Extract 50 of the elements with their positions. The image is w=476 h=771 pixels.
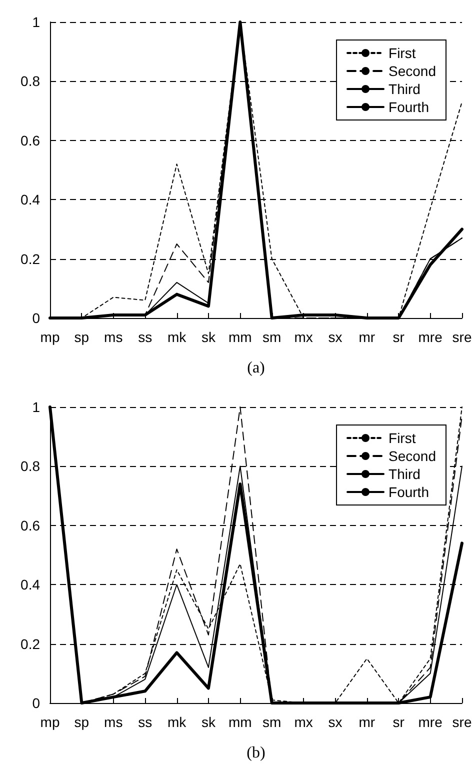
legend-label: First xyxy=(388,430,416,446)
x-tick-label: mp xyxy=(40,329,60,345)
x-tick-label: sx xyxy=(328,329,342,345)
legend-label: Second xyxy=(388,448,436,464)
x-tick-label: ss xyxy=(138,714,152,730)
x-tick-label: sk xyxy=(201,329,216,345)
legend-label: Fourth xyxy=(388,484,429,500)
legend-label: Third xyxy=(388,81,420,97)
legend-label: First xyxy=(388,45,416,61)
x-tick-label: sre xyxy=(452,714,472,730)
x-tick-label: mr xyxy=(358,329,376,345)
x-tick-label: sk xyxy=(201,714,216,730)
x-tick-label: sp xyxy=(74,329,90,345)
x-tick-label: ms xyxy=(104,329,123,345)
x-tick-label: ms xyxy=(104,714,123,730)
x-tick-label: mp xyxy=(40,714,60,730)
y-tick-label: 0.6 xyxy=(20,132,40,148)
x-axis-title: (a) xyxy=(247,360,265,376)
x-tick-label: mre xyxy=(418,329,443,345)
y-tick-label: 0 xyxy=(32,695,40,711)
x-tick-label: mm xyxy=(228,329,252,345)
y-tick-label: 0.4 xyxy=(20,576,40,593)
x-tick-label: sp xyxy=(74,714,90,730)
x-tick-label: sr xyxy=(392,329,405,345)
x-tick-label: sx xyxy=(328,714,342,730)
x-tick-label: sr xyxy=(392,714,405,730)
x-tick-label: mk xyxy=(167,714,188,730)
x-tick-label: ss xyxy=(138,329,152,345)
y-tick-label: 0 xyxy=(32,310,40,326)
x-tick-label: sm xyxy=(262,329,282,345)
y-tick-label: 0.2 xyxy=(20,636,40,652)
x-tick-label: sm xyxy=(262,714,282,730)
x-tick-label: mr xyxy=(358,714,376,730)
legend-label: Fourth xyxy=(388,99,429,115)
x-tick-label: sre xyxy=(452,329,472,345)
y-tick-label: 1 xyxy=(32,399,40,415)
legend-label: Third xyxy=(388,466,420,482)
y-tick-label: 0.2 xyxy=(20,250,40,267)
y-tick-label: 0.4 xyxy=(20,192,40,208)
x-tick-label: mx xyxy=(294,714,313,730)
y-tick-label: 0.6 xyxy=(20,517,40,534)
x-tick-label: mk xyxy=(167,329,188,345)
x-tick-label: mm xyxy=(228,714,252,730)
legend-label: Second xyxy=(388,63,436,79)
y-tick-label: 0.8 xyxy=(20,73,40,90)
x-tick-label: mre xyxy=(418,714,443,730)
x-axis-title: (b) xyxy=(246,744,266,762)
x-tick-label: mx xyxy=(294,329,313,345)
y-tick-label: 0.8 xyxy=(20,458,40,474)
y-tick-label: 1 xyxy=(32,14,40,30)
